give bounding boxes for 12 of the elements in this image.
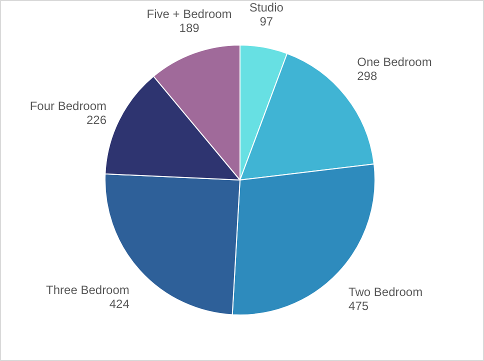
data-label: 226 [86,112,107,127]
slice-label: Five + Bedroom [146,6,232,21]
slice-label: One Bedroom [357,54,432,69]
slice-label: Four Bedroom [30,98,107,113]
data-label: 189 [179,20,200,35]
slice-label: Studio [249,0,284,14]
slice-label: Two Bedroom [348,285,423,300]
slice-label: Three Bedroom [46,282,130,297]
data-label: 298 [357,68,378,83]
data-label: 97 [260,14,274,28]
data-label: 424 [109,296,130,311]
data-label: 475 [348,299,369,314]
